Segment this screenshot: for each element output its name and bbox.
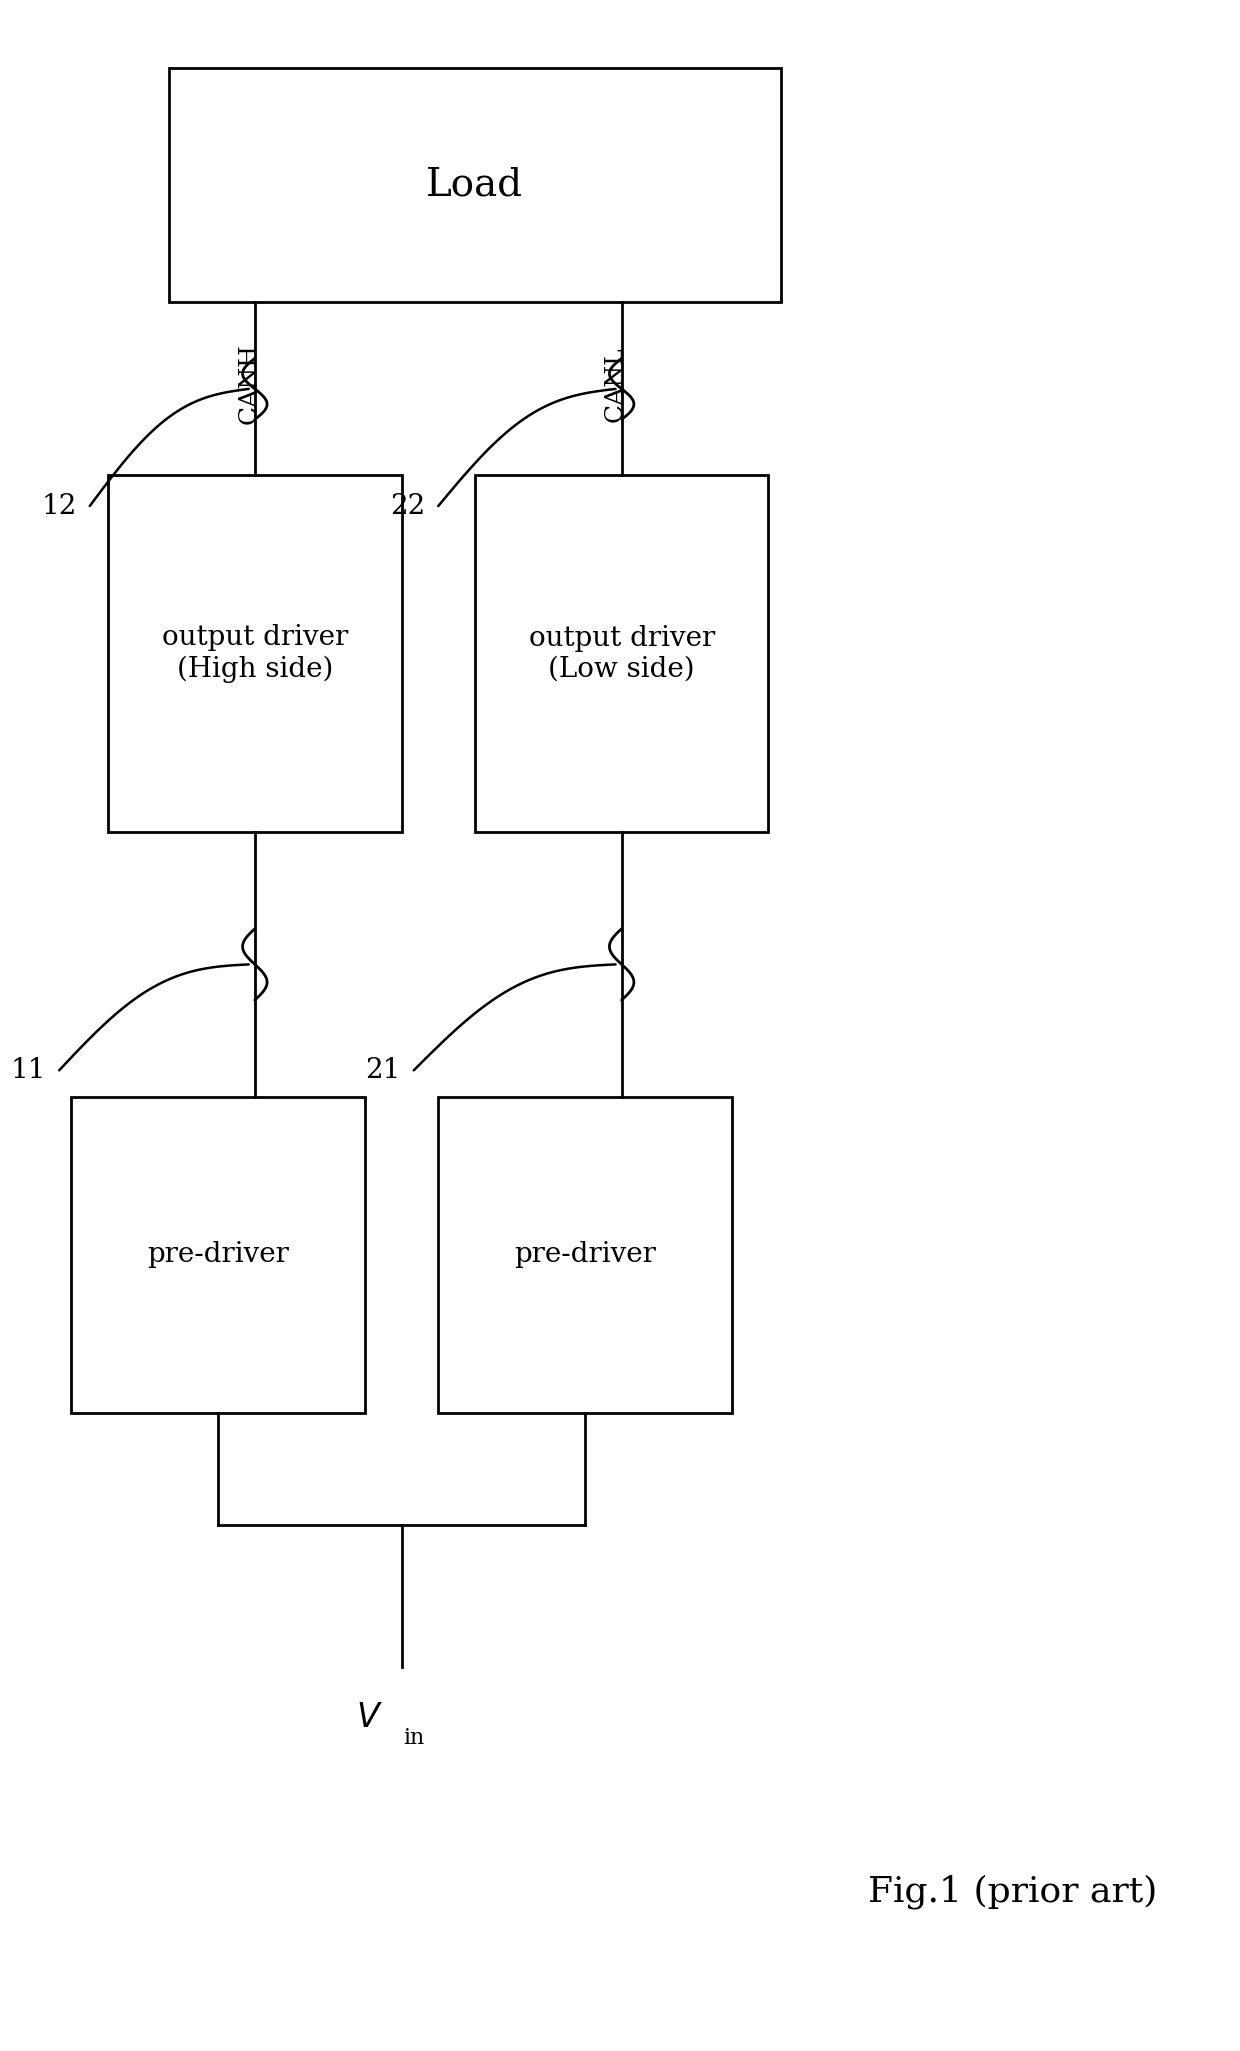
Text: Load: Load — [427, 166, 523, 203]
Text: CANL: CANL — [604, 347, 627, 423]
Bar — [475, 476, 769, 833]
Bar — [438, 1097, 732, 1413]
Text: pre-driver: pre-driver — [148, 1241, 289, 1268]
Text: CANH: CANH — [237, 343, 260, 425]
Bar — [72, 1097, 365, 1413]
Text: in: in — [403, 1727, 424, 1750]
Text: 12: 12 — [41, 492, 77, 519]
Bar — [169, 68, 781, 301]
Text: output driver
(High side): output driver (High side) — [161, 624, 348, 683]
Text: 22: 22 — [391, 492, 425, 519]
Text: $V$: $V$ — [356, 1702, 383, 1733]
Text: Fig.1 (prior art): Fig.1 (prior art) — [868, 1875, 1158, 1909]
Bar — [108, 476, 402, 833]
Text: 11: 11 — [11, 1056, 46, 1083]
Text: pre-driver: pre-driver — [515, 1241, 656, 1268]
Text: output driver
(Low side): output driver (Low side) — [528, 626, 714, 683]
Text: 21: 21 — [366, 1056, 401, 1083]
